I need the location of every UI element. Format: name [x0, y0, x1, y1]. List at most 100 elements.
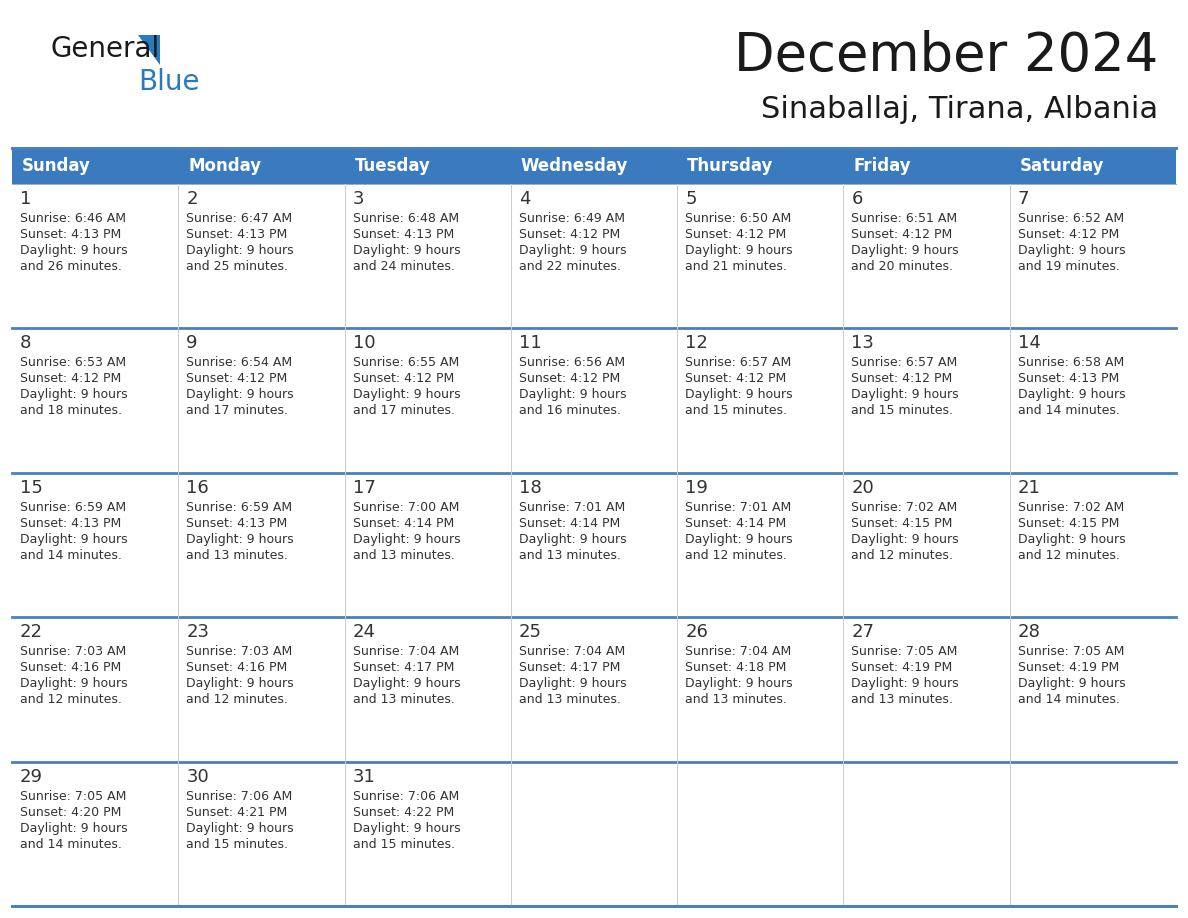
- Text: Sunset: 4:15 PM: Sunset: 4:15 PM: [1018, 517, 1119, 530]
- Text: Sunset: 4:17 PM: Sunset: 4:17 PM: [353, 661, 454, 674]
- Bar: [12, 617, 1176, 762]
- Bar: [12, 184, 1176, 329]
- Text: Sunrise: 6:51 AM: Sunrise: 6:51 AM: [852, 212, 958, 225]
- Text: Daylight: 9 hours: Daylight: 9 hours: [20, 244, 127, 257]
- Bar: [12, 473, 1176, 617]
- Text: Sunset: 4:12 PM: Sunset: 4:12 PM: [852, 228, 953, 241]
- Text: and 19 minutes.: and 19 minutes.: [1018, 260, 1119, 273]
- Text: Daylight: 9 hours: Daylight: 9 hours: [353, 388, 460, 401]
- Text: Sunday: Sunday: [23, 157, 90, 175]
- Text: Sunset: 4:16 PM: Sunset: 4:16 PM: [20, 661, 121, 674]
- Text: Sunset: 4:19 PM: Sunset: 4:19 PM: [1018, 661, 1119, 674]
- Text: Sunset: 4:17 PM: Sunset: 4:17 PM: [519, 661, 620, 674]
- Text: Daylight: 9 hours: Daylight: 9 hours: [685, 532, 792, 546]
- Text: 22: 22: [20, 623, 43, 641]
- Text: 13: 13: [852, 334, 874, 353]
- Text: 14: 14: [1018, 334, 1041, 353]
- Text: 21: 21: [1018, 479, 1041, 497]
- Bar: [12, 329, 1176, 473]
- Text: and 17 minutes.: and 17 minutes.: [353, 405, 455, 418]
- Text: Sunrise: 6:54 AM: Sunrise: 6:54 AM: [187, 356, 292, 369]
- Text: Daylight: 9 hours: Daylight: 9 hours: [187, 822, 293, 834]
- Text: 10: 10: [353, 334, 375, 353]
- Text: Sunset: 4:12 PM: Sunset: 4:12 PM: [685, 228, 786, 241]
- Text: General: General: [50, 35, 159, 63]
- Text: 9: 9: [187, 334, 197, 353]
- Text: 29: 29: [20, 767, 43, 786]
- Text: and 15 minutes.: and 15 minutes.: [353, 837, 455, 851]
- Text: Sunset: 4:13 PM: Sunset: 4:13 PM: [20, 517, 121, 530]
- Text: and 12 minutes.: and 12 minutes.: [852, 549, 953, 562]
- Text: Daylight: 9 hours: Daylight: 9 hours: [353, 532, 460, 546]
- Text: Daylight: 9 hours: Daylight: 9 hours: [353, 677, 460, 690]
- Text: Sunset: 4:15 PM: Sunset: 4:15 PM: [852, 517, 953, 530]
- Text: 26: 26: [685, 623, 708, 641]
- Text: Daylight: 9 hours: Daylight: 9 hours: [1018, 244, 1125, 257]
- Text: Sunrise: 7:06 AM: Sunrise: 7:06 AM: [187, 789, 292, 802]
- Text: Sunrise: 6:47 AM: Sunrise: 6:47 AM: [187, 212, 292, 225]
- Text: 3: 3: [353, 190, 364, 208]
- Text: Daylight: 9 hours: Daylight: 9 hours: [187, 532, 293, 546]
- Text: and 20 minutes.: and 20 minutes.: [852, 260, 954, 273]
- Text: 17: 17: [353, 479, 375, 497]
- Text: Sunrise: 7:05 AM: Sunrise: 7:05 AM: [852, 645, 958, 658]
- Text: and 13 minutes.: and 13 minutes.: [852, 693, 953, 706]
- Text: Blue: Blue: [138, 68, 200, 96]
- Text: 6: 6: [852, 190, 862, 208]
- Text: Sunset: 4:12 PM: Sunset: 4:12 PM: [685, 373, 786, 386]
- Text: and 16 minutes.: and 16 minutes.: [519, 405, 621, 418]
- Text: Daylight: 9 hours: Daylight: 9 hours: [1018, 677, 1125, 690]
- Text: Daylight: 9 hours: Daylight: 9 hours: [685, 244, 792, 257]
- Text: and 22 minutes.: and 22 minutes.: [519, 260, 621, 273]
- Bar: [1010, 148, 1176, 184]
- Text: Sunrise: 7:04 AM: Sunrise: 7:04 AM: [519, 645, 625, 658]
- Text: Sunset: 4:12 PM: Sunset: 4:12 PM: [187, 373, 287, 386]
- Text: Sunset: 4:12 PM: Sunset: 4:12 PM: [353, 373, 454, 386]
- Text: Sunrise: 7:02 AM: Sunrise: 7:02 AM: [1018, 501, 1124, 514]
- Text: and 14 minutes.: and 14 minutes.: [1018, 405, 1119, 418]
- Text: Daylight: 9 hours: Daylight: 9 hours: [187, 244, 293, 257]
- Text: and 26 minutes.: and 26 minutes.: [20, 260, 122, 273]
- Text: Sunrise: 7:05 AM: Sunrise: 7:05 AM: [20, 789, 126, 802]
- Text: Daylight: 9 hours: Daylight: 9 hours: [685, 388, 792, 401]
- Text: 24: 24: [353, 623, 375, 641]
- Text: and 13 minutes.: and 13 minutes.: [685, 693, 786, 706]
- Text: 18: 18: [519, 479, 542, 497]
- Text: and 14 minutes.: and 14 minutes.: [1018, 693, 1119, 706]
- Text: December 2024: December 2024: [734, 30, 1158, 82]
- Text: Sunset: 4:12 PM: Sunset: 4:12 PM: [1018, 228, 1119, 241]
- Text: Sunrise: 6:58 AM: Sunrise: 6:58 AM: [1018, 356, 1124, 369]
- Text: 19: 19: [685, 479, 708, 497]
- Text: Sinaballaj, Tirana, Albania: Sinaballaj, Tirana, Albania: [760, 95, 1158, 124]
- Text: Thursday: Thursday: [687, 157, 773, 175]
- Text: 15: 15: [20, 479, 43, 497]
- Text: Sunrise: 6:57 AM: Sunrise: 6:57 AM: [852, 356, 958, 369]
- Text: and 18 minutes.: and 18 minutes.: [20, 405, 122, 418]
- Text: Saturday: Saturday: [1019, 157, 1104, 175]
- Text: 5: 5: [685, 190, 696, 208]
- Text: Sunset: 4:19 PM: Sunset: 4:19 PM: [852, 661, 953, 674]
- Text: Sunrise: 6:55 AM: Sunrise: 6:55 AM: [353, 356, 459, 369]
- Text: Sunrise: 7:02 AM: Sunrise: 7:02 AM: [852, 501, 958, 514]
- Text: and 12 minutes.: and 12 minutes.: [1018, 549, 1119, 562]
- Text: Sunrise: 7:04 AM: Sunrise: 7:04 AM: [353, 645, 459, 658]
- Text: Monday: Monday: [188, 157, 261, 175]
- Text: Sunset: 4:21 PM: Sunset: 4:21 PM: [187, 806, 287, 819]
- Text: Sunrise: 7:01 AM: Sunrise: 7:01 AM: [519, 501, 625, 514]
- Text: Sunrise: 6:50 AM: Sunrise: 6:50 AM: [685, 212, 791, 225]
- Text: Sunset: 4:20 PM: Sunset: 4:20 PM: [20, 806, 121, 819]
- Text: Tuesday: Tuesday: [354, 157, 430, 175]
- Text: Sunrise: 7:05 AM: Sunrise: 7:05 AM: [1018, 645, 1124, 658]
- Text: Sunset: 4:12 PM: Sunset: 4:12 PM: [20, 373, 121, 386]
- Text: 4: 4: [519, 190, 530, 208]
- Text: and 13 minutes.: and 13 minutes.: [519, 549, 621, 562]
- Text: Daylight: 9 hours: Daylight: 9 hours: [353, 244, 460, 257]
- Text: 28: 28: [1018, 623, 1041, 641]
- Bar: [345, 148, 511, 184]
- Text: Sunset: 4:12 PM: Sunset: 4:12 PM: [852, 373, 953, 386]
- Text: Daylight: 9 hours: Daylight: 9 hours: [519, 677, 626, 690]
- Text: 30: 30: [187, 767, 209, 786]
- Text: and 21 minutes.: and 21 minutes.: [685, 260, 786, 273]
- Text: Friday: Friday: [853, 157, 911, 175]
- Text: 23: 23: [187, 623, 209, 641]
